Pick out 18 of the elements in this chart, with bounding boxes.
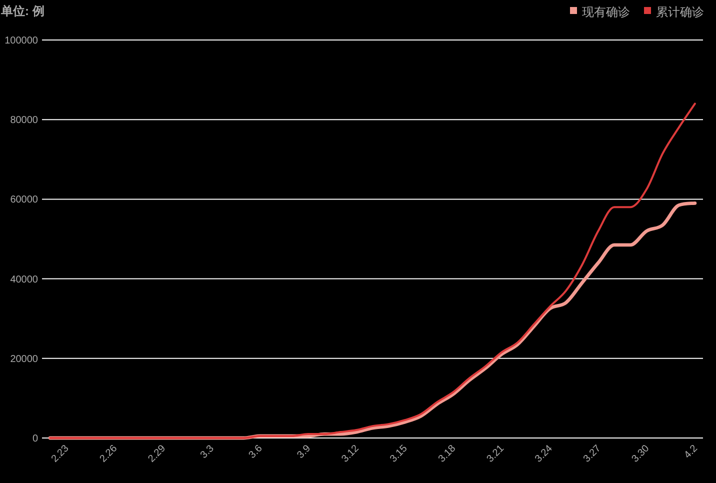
xtick: 3.6 <box>247 443 265 461</box>
xtick: 4.2 <box>682 443 700 461</box>
ytick: 20000 <box>10 354 38 365</box>
ytick: 100000 <box>4 36 38 46</box>
xtick: 3.12 <box>340 443 362 465</box>
xtick: 3.9 <box>295 443 313 461</box>
legend-label: 现有确诊 <box>582 5 630 19</box>
ylabel: 单位: 例 <box>1 4 44 18</box>
ytick: 80000 <box>10 115 38 126</box>
xtick: 3.3 <box>198 443 216 461</box>
xtick: 3.30 <box>630 443 652 465</box>
xtick: 3.21 <box>484 443 506 465</box>
ytick: 0 <box>32 434 38 444</box>
ytick: 60000 <box>10 194 38 206</box>
xtick: 3.24 <box>533 443 555 465</box>
xtick: 3.18 <box>436 443 458 465</box>
legend-label: 累计确诊 <box>656 5 704 19</box>
ytick: 40000 <box>10 274 38 286</box>
